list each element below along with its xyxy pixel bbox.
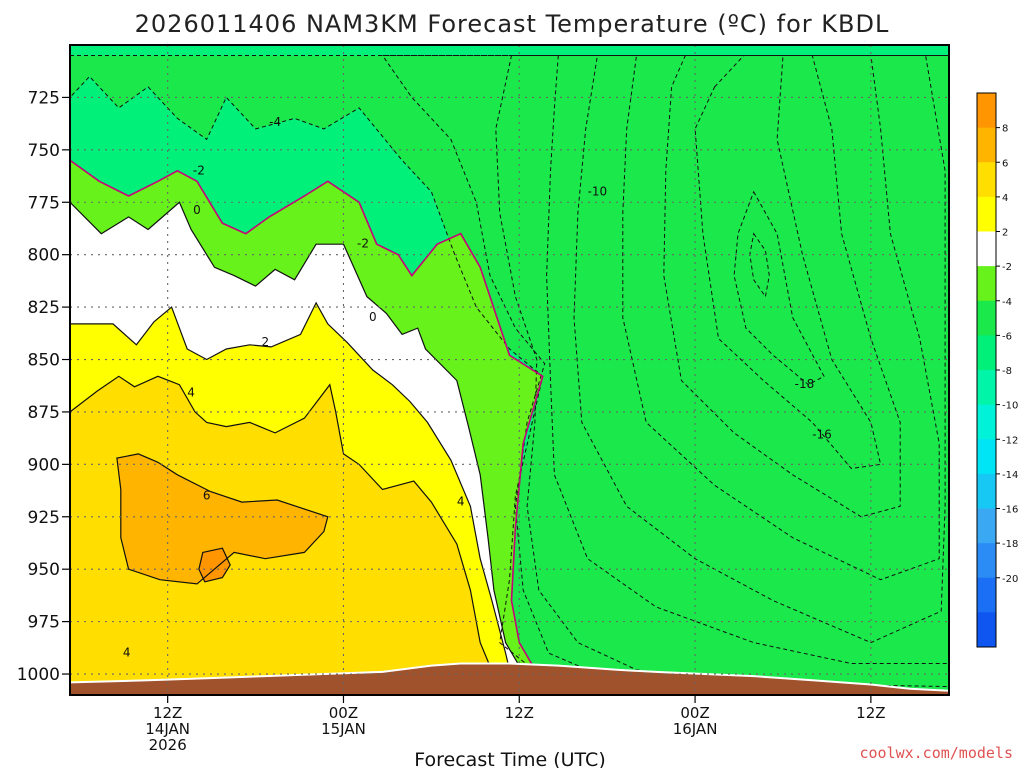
x-tick-label: 14JAN — [145, 720, 190, 738]
colorbar: 8 6 4 2 -2 -4 -6 -8 -10 -12 -14 -16 -18 -20 — [976, 92, 1018, 648]
colorbar-swatch — [977, 473, 996, 509]
temperature-band-10 — [198, 548, 231, 582]
terrain-edge — [70, 662, 949, 692]
contour-0 — [70, 159, 561, 694]
colorbar-label: 2 — [1002, 228, 1008, 239]
plot-area: -4 -2 0 -10 -2 0 2 4 6 4 -18 -16 4 — [70, 45, 949, 695]
y-tick-label: 750 — [28, 141, 60, 161]
y-tick-label: 975 — [28, 613, 60, 633]
contour-label: -18 — [795, 377, 815, 391]
chart-title: 2026011406 NAM3KM Forecast Temperature (… — [135, 10, 890, 38]
colorbar-swatch — [977, 404, 996, 440]
y-tick-label: 850 — [28, 351, 60, 371]
y-tick-label: 950 — [28, 560, 60, 580]
temperature-band--2 — [70, 55, 949, 693]
colorbar-swatch — [977, 335, 996, 371]
colorbar-label: -8 — [1002, 366, 1012, 377]
contour--12 — [622, 55, 940, 581]
y-tick-label: 775 — [28, 193, 60, 213]
contour-label: 2 — [262, 335, 270, 349]
x-tick-label: 16JAN — [673, 720, 718, 738]
colorbar-swatch — [977, 508, 996, 544]
colorbar-swatch — [977, 300, 996, 336]
contour-label: -10 — [588, 184, 608, 198]
colorbar-swatch — [977, 612, 996, 648]
x-tick-label: 12Z — [153, 704, 182, 722]
y-axis: 725 750 775 800 825 850 875 900 925 950 975 1000 — [17, 88, 70, 685]
contour-10 — [198, 547, 231, 583]
colorbar-swatch — [977, 127, 996, 163]
temperature-band-8 — [116, 453, 328, 584]
contour-label: 0 — [193, 203, 201, 217]
colorbar-label: -4 — [1002, 297, 1012, 308]
contour-label: -2 — [357, 237, 369, 251]
contour-label: -2 — [193, 163, 205, 177]
contour-2 — [70, 201, 531, 694]
terrain-layer — [70, 662, 949, 695]
y-tick-label: 925 — [28, 508, 60, 528]
contour--6 — [495, 55, 949, 688]
contour-label: 4 — [457, 495, 465, 509]
colorbar-label: -14 — [1002, 470, 1018, 481]
y-tick-label: 900 — [28, 455, 60, 475]
colorbar-swatch — [977, 439, 996, 475]
colorbar-label: -10 — [1002, 401, 1018, 412]
y-tick-label: 875 — [28, 403, 60, 423]
x-axis-label: Forecast Time (UTC) — [414, 749, 605, 768]
colorbar-swatch — [977, 231, 996, 267]
contour-label: -16 — [812, 428, 832, 442]
contour--2 — [70, 55, 949, 694]
temperature-fills — [70, 55, 949, 693]
colorbar-label: -12 — [1002, 435, 1018, 446]
watermark-text: coolwx.com/models — [859, 744, 1013, 762]
y-tick-label: 725 — [28, 88, 60, 108]
x-tick-label: 12Z — [856, 704, 885, 722]
x-tick-label: 15JAN — [321, 720, 366, 738]
plot-frame — [69, 44, 950, 696]
x-tick-label: 00Z — [680, 704, 709, 722]
contour--10 — [573, 55, 946, 644]
colorbar-swatch — [977, 196, 996, 232]
contour-labels: -4 -2 0 -10 -2 0 2 4 6 4 -18 -16 4 — [123, 115, 832, 659]
colorbar-label: -20 — [1002, 574, 1018, 585]
colorbar-swatch — [977, 93, 996, 129]
terrain-fill — [70, 663, 949, 695]
contour-label: 0 — [369, 310, 377, 324]
y-tick-label: 825 — [28, 298, 60, 318]
colorbar-label: -16 — [1002, 505, 1018, 516]
contour--18 — [733, 190, 825, 386]
y-tick-label: 800 — [28, 246, 60, 266]
contour-label: 6 — [203, 488, 211, 502]
colorbar-swatch — [977, 543, 996, 579]
contour-8 — [116, 453, 329, 585]
contour-label: 4 — [123, 646, 131, 660]
colorbar-label: 8 — [1002, 124, 1008, 135]
colorbar-swatch — [977, 162, 996, 198]
contour-label: -4 — [269, 115, 281, 129]
colorbar-label: -18 — [1002, 539, 1018, 550]
y-tick-label: 1000 — [17, 665, 60, 685]
colorbar-swatch — [977, 577, 996, 613]
contour-4 — [70, 301, 515, 694]
colorbar-label: 6 — [1002, 158, 1008, 169]
colorbar-swatch — [977, 266, 996, 302]
colorbar-swatch — [977, 370, 996, 406]
x-tick-label: 00Z — [329, 704, 358, 722]
colorbar-label: 4 — [1002, 193, 1008, 204]
contour--8 — [546, 55, 949, 664]
colorbar-label: -6 — [1002, 331, 1012, 342]
colorbar-label: -2 — [1002, 262, 1012, 273]
contour-label: 4 — [187, 386, 195, 400]
x-tick-label: 12Z — [505, 704, 534, 722]
x-tick-label: 2026 — [149, 736, 187, 754]
